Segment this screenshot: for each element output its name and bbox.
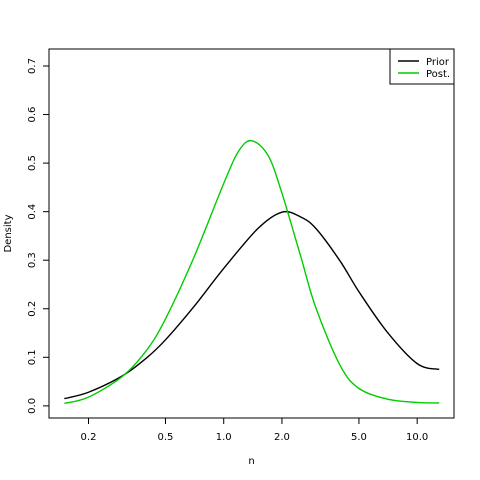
x-axis-title: n <box>248 456 254 467</box>
x-tick-label: 10.0 <box>406 432 428 443</box>
y-axis: 0.0 0.1 0.2 0.3 0.4 0.5 0.6 0.7 <box>27 58 49 414</box>
x-tick-label: 1.0 <box>216 432 232 443</box>
y-tick-label: 0.4 <box>27 204 38 220</box>
y-tick-label: 0.0 <box>27 398 38 414</box>
y-tick-label: 0.6 <box>27 107 38 123</box>
series-line-prior <box>64 210 440 400</box>
y-axis-title: Density <box>3 214 14 252</box>
legend: Prior Post. <box>389 48 455 85</box>
legend-label-prior: Prior <box>426 57 450 68</box>
y-tick-label: 0.2 <box>27 301 38 317</box>
legend-box <box>389 48 455 85</box>
x-axis: 0.2 0.5 1.0 2.0 5.0 10.0 <box>81 418 428 443</box>
y-tick-label: 0.1 <box>27 349 38 365</box>
series-layer <box>64 139 440 405</box>
y-tick-label: 0.5 <box>27 155 38 171</box>
x-tick-label: 0.5 <box>158 432 174 443</box>
x-tick-label: 5.0 <box>351 432 367 443</box>
plot-frame <box>48 48 455 419</box>
y-tick-label: 0.3 <box>27 252 38 268</box>
y-tick-label: 0.7 <box>27 58 38 74</box>
x-tick-label: 0.2 <box>81 432 97 443</box>
series-line-post <box>64 139 440 405</box>
legend-label-post: Post. <box>426 69 450 80</box>
x-tick-label: 2.0 <box>274 432 290 443</box>
